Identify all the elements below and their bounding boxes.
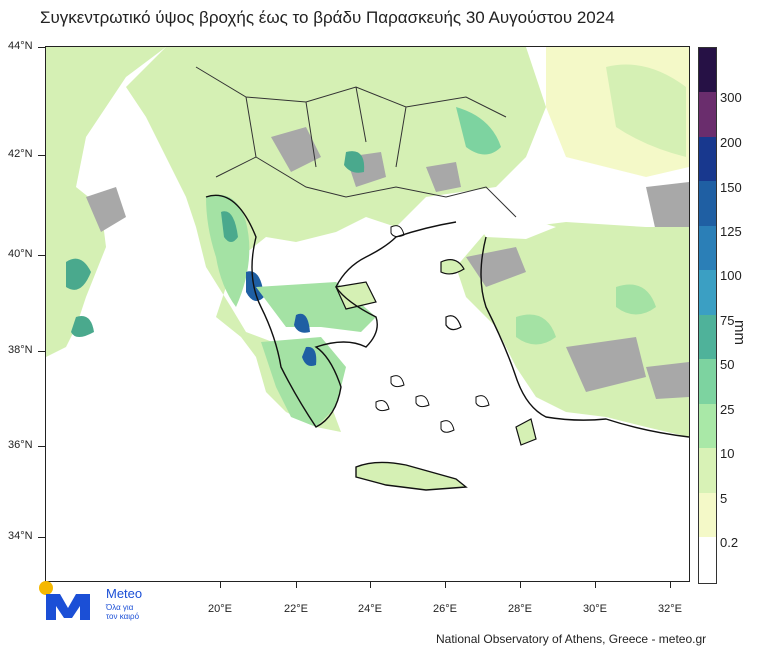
chios (445, 315, 462, 331)
lesvos (440, 259, 465, 275)
cyclades-4 (440, 420, 455, 433)
turkey-north-dry (646, 182, 689, 232)
anatolia-rain-1 (516, 314, 556, 345)
rhodes (515, 418, 537, 446)
evia (335, 281, 377, 310)
lon-tick (595, 581, 596, 588)
bulgaria-dry-patch (426, 162, 461, 192)
lon-tick (220, 581, 221, 588)
map-svg (46, 47, 689, 491)
anatolia-rain-2 (616, 284, 656, 315)
legend-unit: mm (731, 320, 748, 345)
lat-tick (38, 351, 45, 352)
legend-box-150 (699, 181, 716, 226)
peloponnese-heavy (302, 346, 317, 366)
lat-label-38: 38°N (8, 344, 33, 356)
legend-box-5 (699, 493, 716, 537)
legend-colorbar (698, 47, 717, 584)
legend-label-50: 50 (720, 357, 735, 372)
logo-tagline-2: τον καιρό (106, 612, 140, 621)
borders (195, 66, 517, 218)
logo-tagline-1: Όλα για (106, 603, 134, 612)
cyclades-1 (390, 375, 405, 388)
lon-label-26: 26°E (433, 603, 457, 615)
cyclades-3 (375, 400, 390, 412)
logo-brand: Meteo (106, 586, 143, 601)
legend-box-50 (699, 359, 716, 404)
lat-tick (38, 155, 45, 156)
lon-label-32: 32°E (658, 603, 682, 615)
lat-tick (38, 255, 45, 256)
lon-tick (445, 581, 446, 588)
turkish-coastline (480, 236, 689, 438)
legend-label-25: 25 (720, 402, 735, 417)
lon-label-30: 30°E (583, 603, 607, 615)
lon-label-24: 24°E (358, 603, 382, 615)
lat-label-36: 36°N (8, 439, 33, 451)
lat-tick (38, 446, 45, 447)
western-greece-heavy-1 (221, 211, 238, 242)
legend-box-300 (699, 92, 716, 137)
peloponnese (261, 337, 346, 427)
lon-tick (296, 581, 297, 588)
cyclades-2 (415, 395, 430, 408)
central-greece-heavy (294, 313, 310, 333)
greek-coastline (205, 194, 457, 428)
lon-tick (370, 581, 371, 588)
legend-label-0-2: 0.2 (720, 535, 739, 550)
dodecanese-1 (475, 395, 490, 408)
western-greece-heavy-2 (246, 271, 264, 301)
legend-box-125 (699, 226, 716, 270)
legend-label-5: 5 (720, 491, 728, 506)
lat-label-44: 44°N (8, 40, 33, 52)
lon-label-20: 20°E (208, 603, 232, 615)
legend-box-75 (699, 315, 716, 359)
legend-label-200: 200 (720, 135, 742, 150)
legend-box-0 (699, 537, 716, 583)
italy-rain-1 (66, 258, 91, 290)
balkan-landmass (126, 47, 546, 432)
legend-box-10 (699, 448, 716, 493)
bulgaria-heavy-band (456, 107, 501, 155)
lon-tick (520, 581, 521, 588)
legend-label-125: 125 (720, 224, 742, 239)
lon-tick (670, 581, 671, 588)
lon-label-28: 28°E (508, 603, 532, 615)
legend-box-400 (699, 48, 716, 92)
anatolia-dry-2 (566, 337, 646, 392)
m-icon (46, 594, 90, 620)
legend-box-100 (699, 270, 716, 315)
legend-label-10: 10 (720, 446, 735, 461)
rainfall-map (45, 46, 690, 582)
balkan-dry-patch-1 (271, 127, 321, 172)
legend-label-75: 75 (720, 313, 735, 328)
meteo-logo: Meteo Όλα για τον καιρό (38, 580, 158, 625)
lat-tick (38, 537, 45, 538)
marmara-sea (476, 217, 556, 239)
black-sea-rain (606, 64, 686, 157)
credit-line: National Observatory of Athens, Greece -… (436, 632, 707, 646)
balkan-rain-band (206, 194, 250, 307)
crete (355, 461, 468, 491)
legend-label-300: 300 (720, 90, 742, 105)
logo-svg (39, 581, 90, 620)
legend-label-100: 100 (720, 268, 742, 283)
legend-label-150: 150 (720, 180, 742, 195)
lat-label-40: 40°N (8, 248, 33, 260)
sun-icon (39, 581, 53, 595)
chart-title: Συγκεντρωτικό ύψος βροχής έως το βράδυ Π… (40, 8, 615, 27)
lat-label-42: 42°N (8, 148, 33, 160)
italy-rain-2 (71, 316, 94, 337)
legend-box-25 (699, 404, 716, 448)
lat-label-34: 34°N (8, 530, 33, 542)
anatolia-dry-3 (646, 362, 689, 399)
lat-tick (38, 47, 45, 48)
lon-label-22: 22°E (284, 603, 308, 615)
northern-heavy-1 (344, 151, 365, 173)
legend-box-200 (699, 137, 716, 181)
italy-dry-patch (86, 187, 126, 232)
